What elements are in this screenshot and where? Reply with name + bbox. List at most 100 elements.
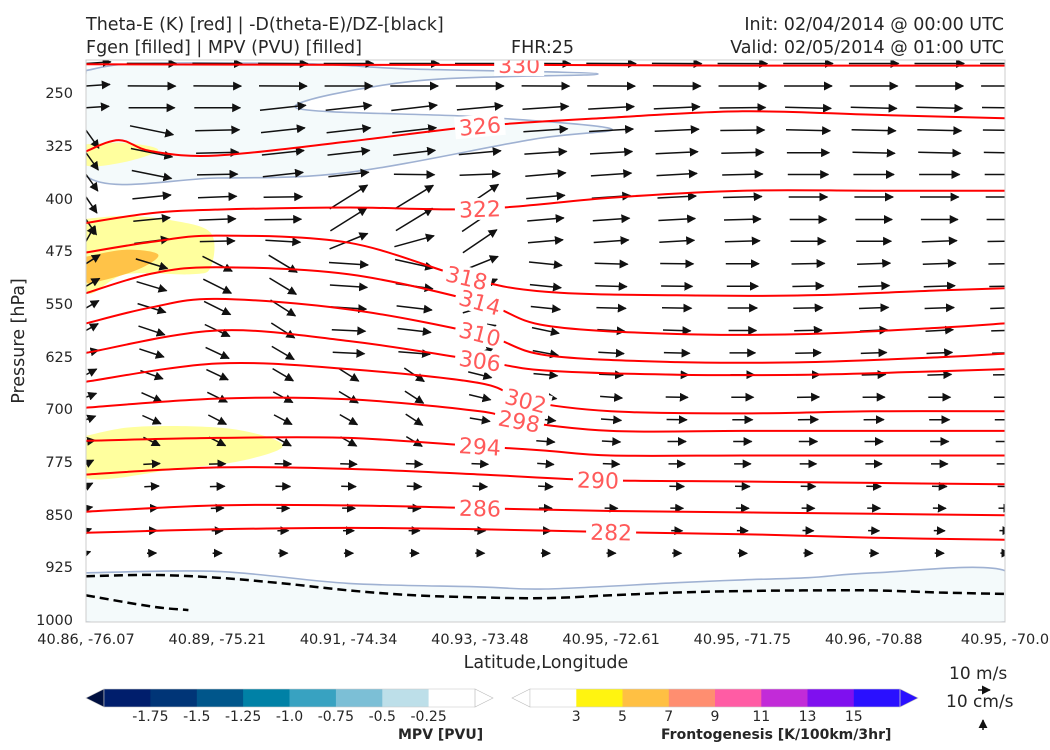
wind-vector <box>135 258 169 271</box>
wind-vector <box>794 325 823 335</box>
filled-fields <box>86 62 1005 622</box>
wind-vector <box>331 326 367 336</box>
wind-vector <box>663 348 691 358</box>
colorbar-swatch <box>150 689 198 707</box>
wind-vector <box>205 346 230 360</box>
colorbar-swatch <box>715 689 762 707</box>
colorbar-tick-label: 5 <box>618 709 627 725</box>
wind-vector <box>202 255 233 272</box>
wind-vector <box>981 106 1005 109</box>
theta-e-contour-310 <box>86 297 1005 364</box>
wind-vector <box>259 101 307 111</box>
wind-vector <box>927 370 953 380</box>
latlon-tick-label: 40.89, -75.21 <box>168 632 267 648</box>
wind-vector <box>654 125 700 135</box>
theta-e-label-bg <box>585 520 637 544</box>
x-axis-label: Latitude,Longitude <box>463 653 629 673</box>
wind-vector <box>851 126 897 136</box>
theta-e-contour-330 <box>86 63 1005 67</box>
wind-vector <box>531 326 560 337</box>
y-axis-label: Pressure [hPa] <box>9 278 29 404</box>
wind-vector <box>406 481 423 491</box>
wind-vector <box>592 214 631 224</box>
wind-vector <box>265 237 302 247</box>
wind-vector <box>141 392 163 403</box>
colorbar-swatch <box>853 689 901 707</box>
wind-vector <box>86 277 101 288</box>
colorbar-swatch <box>622 689 670 707</box>
theta-e-contour-294 <box>86 436 1005 457</box>
wind-vector <box>86 414 97 424</box>
wind-vector <box>274 436 292 447</box>
vector-key-u-label: 10 m/s <box>949 664 1008 684</box>
mpv-negative-region <box>86 62 614 186</box>
pressure-tick-label: 775 <box>45 454 73 471</box>
wind-vector <box>982 129 1005 132</box>
colorbar-tick-label: 13 <box>798 709 817 725</box>
wind-vector <box>206 391 229 403</box>
wind-vector <box>926 348 954 358</box>
theta-e-contour-318 <box>86 234 1005 297</box>
wind-vector <box>793 303 824 313</box>
wind-vector <box>340 459 358 469</box>
plot-frame <box>85 59 1006 623</box>
wind-vector <box>538 481 554 491</box>
wind-vector <box>203 300 232 316</box>
colorbar-extend-right <box>474 688 494 708</box>
wind-vector <box>924 303 955 313</box>
wind-vector <box>337 367 360 382</box>
theta-e-contour-290 <box>86 466 1005 486</box>
wind-vector <box>130 147 174 160</box>
wind-vector <box>917 126 963 136</box>
wind-vector <box>142 414 162 425</box>
wind-vector <box>394 233 435 248</box>
circulation-vectors <box>86 60 1005 559</box>
wind-vector <box>144 481 160 491</box>
wind-vector <box>469 415 491 425</box>
wind-vector <box>394 184 435 210</box>
forecast-hour: FHR:25 <box>511 38 575 58</box>
wind-vector <box>923 281 956 291</box>
colorbar-swatch <box>428 689 476 707</box>
wind-vector <box>393 146 437 156</box>
fgen-colorbar-label: Frontogenesis [K/100km/3hr] <box>661 727 892 743</box>
wind-vector <box>329 184 369 210</box>
pressure-tick-label: 325 <box>45 138 73 155</box>
wind-vector <box>132 191 172 201</box>
colorbar-swatch <box>335 689 383 707</box>
vector-key <box>978 685 991 730</box>
wind-vector <box>599 370 624 380</box>
wind-vector <box>332 348 366 358</box>
colorbar-tick-label: -0.75 <box>317 709 354 725</box>
colorbar-tick-label: 9 <box>710 709 720 725</box>
wind-vector <box>138 325 166 337</box>
colorbars <box>85 688 919 708</box>
wind-vector <box>86 299 100 309</box>
wind-vector <box>526 191 566 201</box>
wind-vector <box>269 277 298 295</box>
theta-e-label-322: 322 <box>459 197 502 224</box>
pressure-tick-label: 250 <box>45 86 73 103</box>
wind-vector <box>86 80 111 90</box>
wind-vector <box>329 232 369 250</box>
pressure-tick-label: 850 <box>45 507 73 524</box>
wind-vector <box>523 124 569 134</box>
theta-e-label-bg <box>453 346 507 376</box>
wind-vector <box>656 169 698 179</box>
pressure-tick-label: 625 <box>45 349 73 366</box>
wind-vector <box>197 192 238 202</box>
latlon-tick-label: 40.96, -70.88 <box>824 632 923 648</box>
wind-vector <box>925 325 955 335</box>
wind-vector <box>405 459 424 469</box>
valid-time: Valid: 02/05/2014 @ 01:00 UTC <box>730 38 1004 58</box>
wind-vector <box>196 169 239 179</box>
wind-vector <box>471 459 490 469</box>
wind-vector <box>329 282 369 292</box>
wind-vector <box>655 147 699 157</box>
wind-vector <box>462 229 498 254</box>
wind-vector <box>600 392 624 402</box>
wind-vector <box>527 214 565 224</box>
wind-vector <box>328 168 370 178</box>
wind-vector <box>327 146 371 156</box>
theta-e-label-bg <box>452 317 507 351</box>
